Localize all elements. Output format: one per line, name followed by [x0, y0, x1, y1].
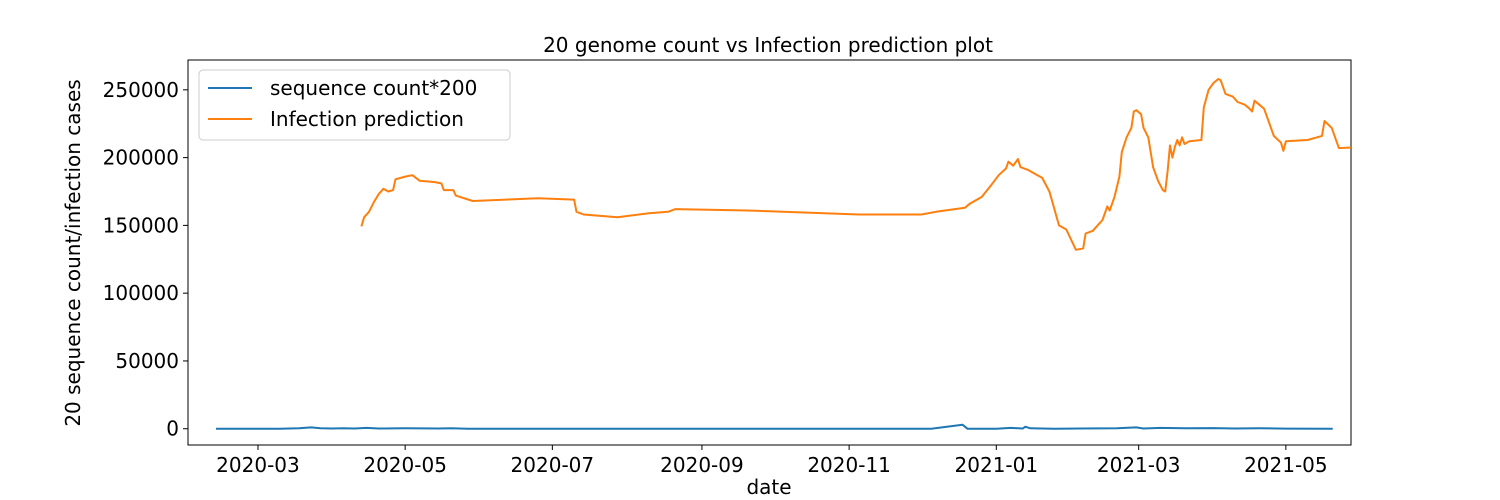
y-tick-label: 50000 [115, 349, 179, 373]
series-line-1 [360, 78, 1351, 251]
y-tick-label: 0 [166, 417, 179, 441]
x-tick-label: 2021-01 [955, 453, 1039, 477]
x-tick-label: 2021-03 [1097, 453, 1181, 477]
y-tick-label: 100000 [103, 281, 179, 305]
legend-box [198, 69, 511, 141]
legend: sequence count*200 Infection prediction [198, 69, 511, 141]
x-axis: 2020-03 2020-05 2020-07 2020-09 2020-11 2021-… [216, 445, 1328, 477]
series-layer [216, 78, 1351, 430]
y-axis-label: 20 sequence count/infection cases [61, 79, 85, 426]
y-tick-label: 200000 [103, 146, 179, 170]
legend-items: sequence count*200 Infection prediction [208, 76, 477, 131]
y-tick-label: 250000 [103, 78, 179, 102]
x-tick-label: 2021-05 [1244, 453, 1328, 477]
x-tick-label: 2020-07 [511, 453, 595, 477]
legend-label-1: Infection prediction [270, 107, 464, 131]
x-tick-label: 2020-03 [216, 453, 300, 477]
legend-label-0: sequence count*200 [270, 76, 477, 100]
y-tick-label: 150000 [103, 213, 179, 237]
chart-title: 20 genome count vs Infection prediction … [543, 33, 993, 57]
x-tick-label: 2020-05 [363, 453, 447, 477]
x-tick-label: 2020-09 [660, 453, 744, 477]
series-line-0 [216, 423, 1333, 430]
x-axis-label: date [746, 475, 791, 499]
y-axis: 0 50000 100000 150000 200000 250000 [103, 78, 188, 441]
x-tick-label: 2020-11 [807, 453, 891, 477]
